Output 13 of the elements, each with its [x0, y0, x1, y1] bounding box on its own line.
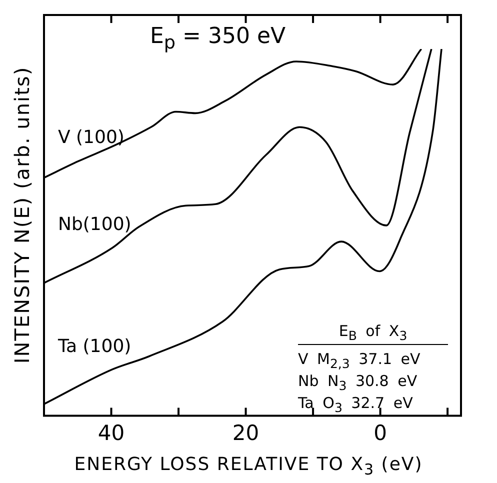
x-tick-label: 20 — [232, 420, 260, 445]
annotation: Nb N$_{3}$ 30.8 eV — [298, 372, 418, 393]
series-label: Nb(100) — [58, 214, 132, 236]
y-axis-title: INTENSITY N(E) (arb. units) — [10, 66, 34, 364]
series-label: V (100) — [58, 127, 124, 148]
x-axis-title: ENERGY LOSS RELATIVE TO X$_{3}$ (eV) — [73, 454, 424, 479]
x-tick-label: 0 — [374, 420, 387, 445]
annotation: E$_{p}$ = 350 eV — [150, 24, 286, 54]
x-tick-label: 40 — [98, 420, 125, 445]
annotation: V M$_{2,3}$ 37.1 eV — [298, 350, 420, 371]
series-label: Ta (100) — [58, 336, 132, 357]
annotation: E$_{B}$ of X$_{3}$ — [298, 322, 448, 345]
annotation: Ta O$_{3}$ 32.7 eV — [298, 394, 413, 415]
